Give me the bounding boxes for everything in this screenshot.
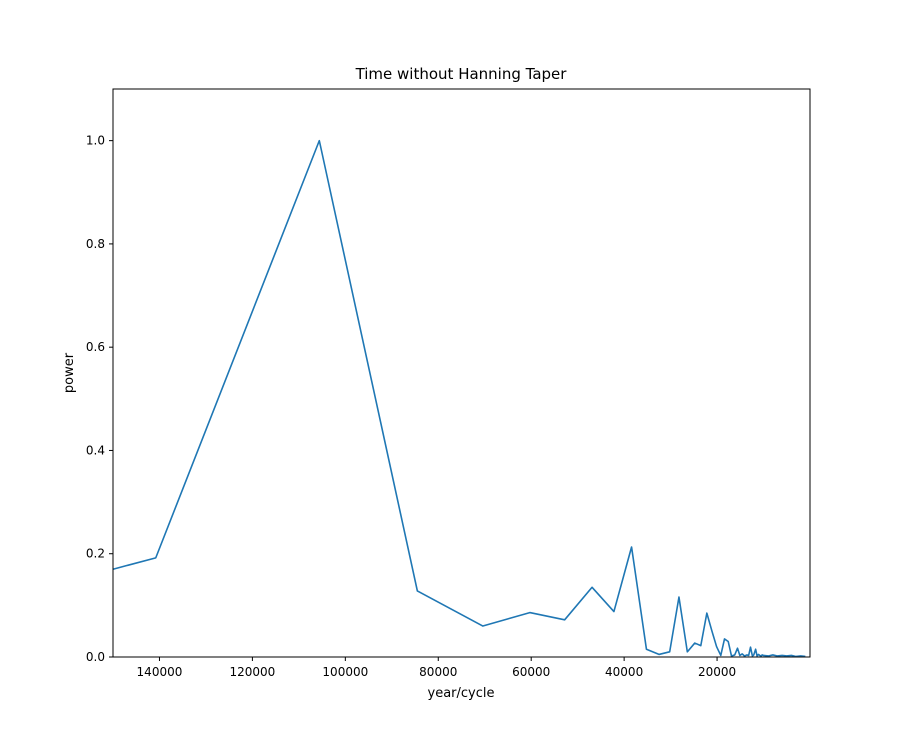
plot-frame — [112, 88, 811, 658]
y-axis-ticks: 0.0 0.2 0.4 0.6 0.8 1.0 — [86, 134, 113, 664]
x-tick-label: 140000 — [137, 665, 183, 679]
y-tick-label: 1.0 — [86, 134, 105, 148]
x-tick-label: 20000 — [698, 665, 736, 679]
y-tick-label: 0.8 — [86, 237, 105, 251]
x-tick-label: 120000 — [229, 665, 275, 679]
x-tick-label: 100000 — [322, 665, 368, 679]
x-axis-label: year/cycle — [428, 686, 495, 701]
y-tick-label: 0.2 — [86, 547, 105, 561]
x-tick-label: 40000 — [605, 665, 643, 679]
y-tick-label: 0.4 — [86, 443, 105, 457]
x-tick-label: 60000 — [512, 665, 550, 679]
y-axis-label: power — [62, 352, 77, 393]
x-tick-label: 80000 — [419, 665, 457, 679]
series-line — [112, 139, 806, 658]
y-tick-label: 0.6 — [86, 340, 105, 354]
chart-title: Time without Hanning Taper — [355, 65, 568, 83]
x-axis-ticks: 140000 120000 100000 80000 60000 40000 20000 — [137, 657, 736, 679]
y-tick-label: 0.0 — [86, 650, 105, 664]
